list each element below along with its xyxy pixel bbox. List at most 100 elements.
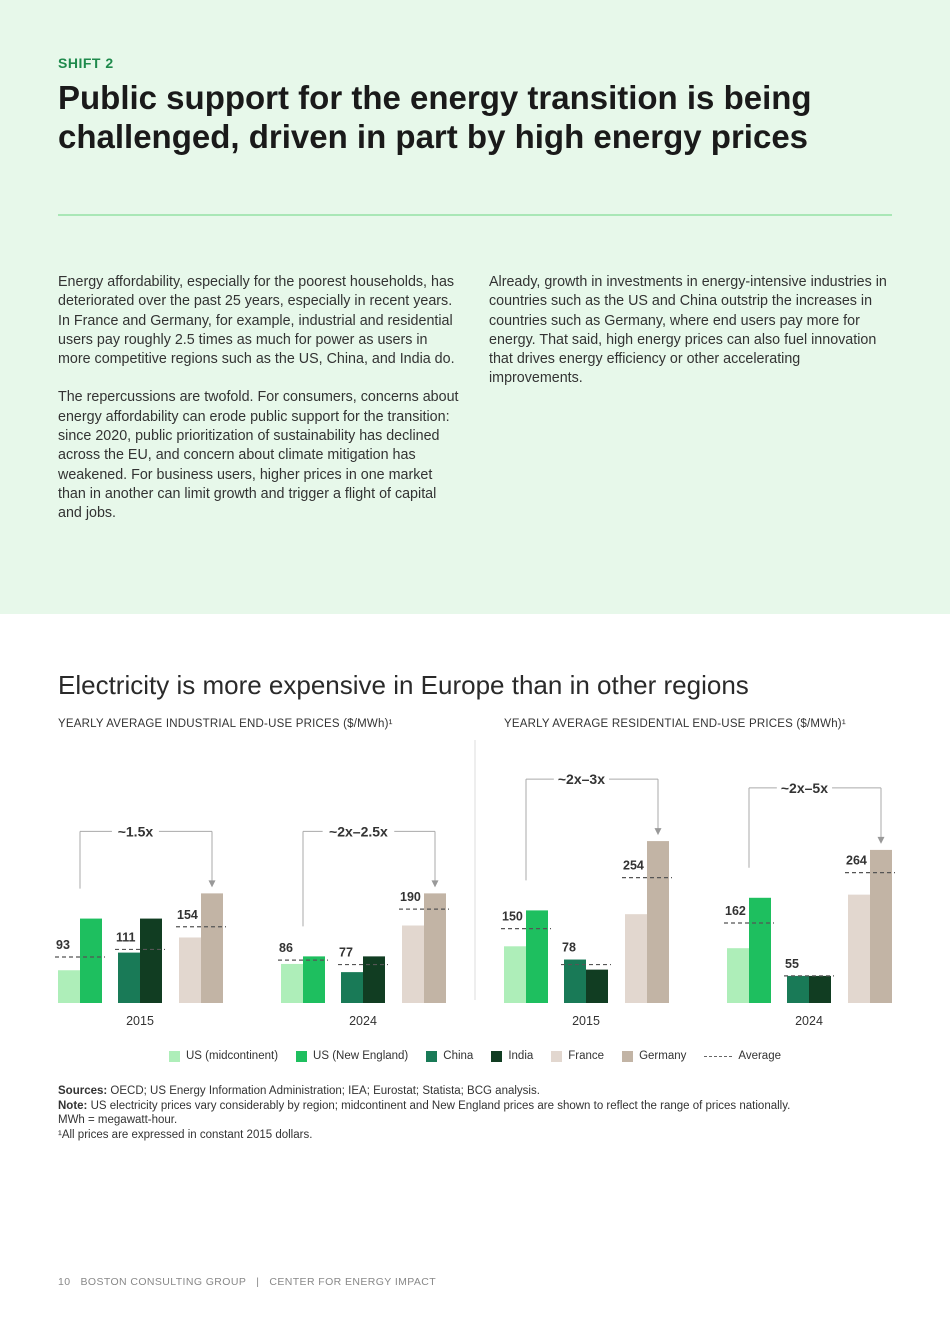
paragraph: The repercussions are twofold. For consu… [58,389,459,522]
bar-us-midcontinent- [58,970,80,1003]
legend-item: US (midcontinent) [168,1050,279,1062]
industrial-panel-label: YEARLY AVERAGE INDUSTRIAL END-USE PRICES… [58,718,393,730]
footer-separator: | [256,1276,260,1288]
section-kicker: SHIFT 2 [58,55,114,71]
bracket-arrow [877,836,885,844]
average-label: 162 [725,904,746,918]
legend-item: China [426,1050,473,1062]
multiplier-bg [776,778,833,797]
legend-item: India [491,1050,533,1062]
legend-dash [704,1055,733,1057]
bar-france [625,914,647,1003]
bar-us-midcontinent- [504,946,526,1003]
bar-germany [201,893,223,1003]
bracket-arrow [431,880,439,888]
footnote: ¹All prices are expressed in constant 20… [58,1128,313,1141]
average-label: 55 [785,957,799,971]
average-label: 78 [562,941,576,955]
legend-label: India [508,1050,534,1062]
average-label: 93 [56,938,70,952]
paragraph: Already, growth in investments in energy… [489,274,887,387]
bar-china [564,959,586,1003]
average-label: 254 [623,859,644,873]
average-label: 154 [177,908,198,922]
multiplier-label: ~2x–2.5x [329,823,388,839]
bar-germany [424,893,446,1003]
bar-india [586,969,608,1003]
bar-us-new-england- [526,910,548,1003]
legend-label: Average [738,1050,781,1062]
average-label: 264 [846,854,867,868]
sources-text: OECD; US Energy Information Administrati… [107,1085,540,1097]
year-label: 2015 [126,1014,154,1028]
average-label: 86 [279,941,293,955]
year-label: 2024 [795,1014,823,1028]
paragraph: Energy affordability, especially for the… [58,274,455,368]
legend-label: US (New England) [313,1050,409,1062]
note-line: Note: US electricity prices vary conside… [58,1099,898,1114]
legend-swatch [622,1050,634,1062]
chart-notes: Sources: OECD; US Energy Information Adm… [58,1084,898,1142]
legend-swatch [551,1050,563,1062]
bar-us-new-england- [80,918,102,1003]
year-label: 2024 [349,1014,377,1028]
footer-org: BOSTON CONSULTING GROUP [80,1276,247,1288]
note-text: US electricity prices vary considerably … [87,1099,791,1112]
bar-france [402,925,424,1003]
body-column-left: Energy affordability, especially for the… [58,273,463,543]
average-label: 111 [116,930,136,944]
average-label: 77 [339,946,353,960]
page-footer: 10 BOSTON CONSULTING GROUP | CENTER FOR … [58,1276,436,1288]
average-label: 190 [400,890,421,904]
multiplier-bg [111,822,159,841]
bar-china [118,952,140,1003]
bar-india [363,956,385,1003]
bar-us-midcontinent- [281,963,303,1003]
sources-label: Sources: [58,1085,108,1097]
note-label: Note: [58,1099,88,1112]
multiplier-label: ~1.5x [118,823,154,839]
bracket-arrow [208,880,216,888]
divider [58,214,892,216]
mwh-line: MWh = megawatt-hour. [58,1114,178,1126]
sources-line: Sources: OECD; US Energy Information Adm… [58,1084,898,1099]
legend-swatch [426,1050,438,1062]
bar-india [809,975,831,1003]
bar-us-midcontinent- [727,948,749,1003]
footer-unit: CENTER FOR ENERGY IMPACT [269,1276,437,1288]
legend-label: China [443,1050,474,1062]
multiplier-label: ~2x–5x [781,780,828,796]
legend-label: France [568,1050,605,1062]
legend-label: US (midcontinent) [185,1050,279,1062]
multiplier-label: ~2x–3x [558,771,605,787]
legend-swatch [491,1050,503,1062]
legend-item: Average [704,1050,781,1062]
bar-germany [647,841,669,1003]
legend-swatch [296,1050,308,1062]
legend-item: France [551,1050,604,1062]
bar-france [179,937,201,1003]
legend-label: Germany [639,1050,687,1062]
legend-item: US (New England) [296,1050,408,1062]
bar-china [341,972,363,1003]
multiplier-bg [553,770,610,789]
bar-china [787,975,809,1003]
body-column-right: Already, growth in investments in energy… [489,273,894,408]
chart-legend: US (midcontinent) US (New England) China… [0,1050,950,1062]
legend-item: Germany [622,1050,686,1062]
price-chart: 93 111 154 2015 ~1.5x 86 77 190 2024 ~2x–2.5x 150 7… [55,740,895,1028]
intro-section [0,0,950,614]
bar-us-new-england- [749,897,771,1003]
chart-title: Electricity is more expensive in Europe … [58,670,749,700]
page-title: Public support for the energy transition… [58,79,812,155]
multiplier-bg [322,822,395,841]
residential-panel-label: YEARLY AVERAGE RESIDENTIAL END-USE PRICE… [504,718,846,730]
bar-us-new-england- [303,956,325,1003]
bracket-arrow [654,828,662,836]
page-number: 10 [58,1276,71,1288]
bar-france [848,894,870,1003]
bar-germany [870,849,892,1003]
bar-india [140,918,162,1003]
year-label: 2015 [572,1014,600,1028]
average-label: 150 [502,910,523,924]
